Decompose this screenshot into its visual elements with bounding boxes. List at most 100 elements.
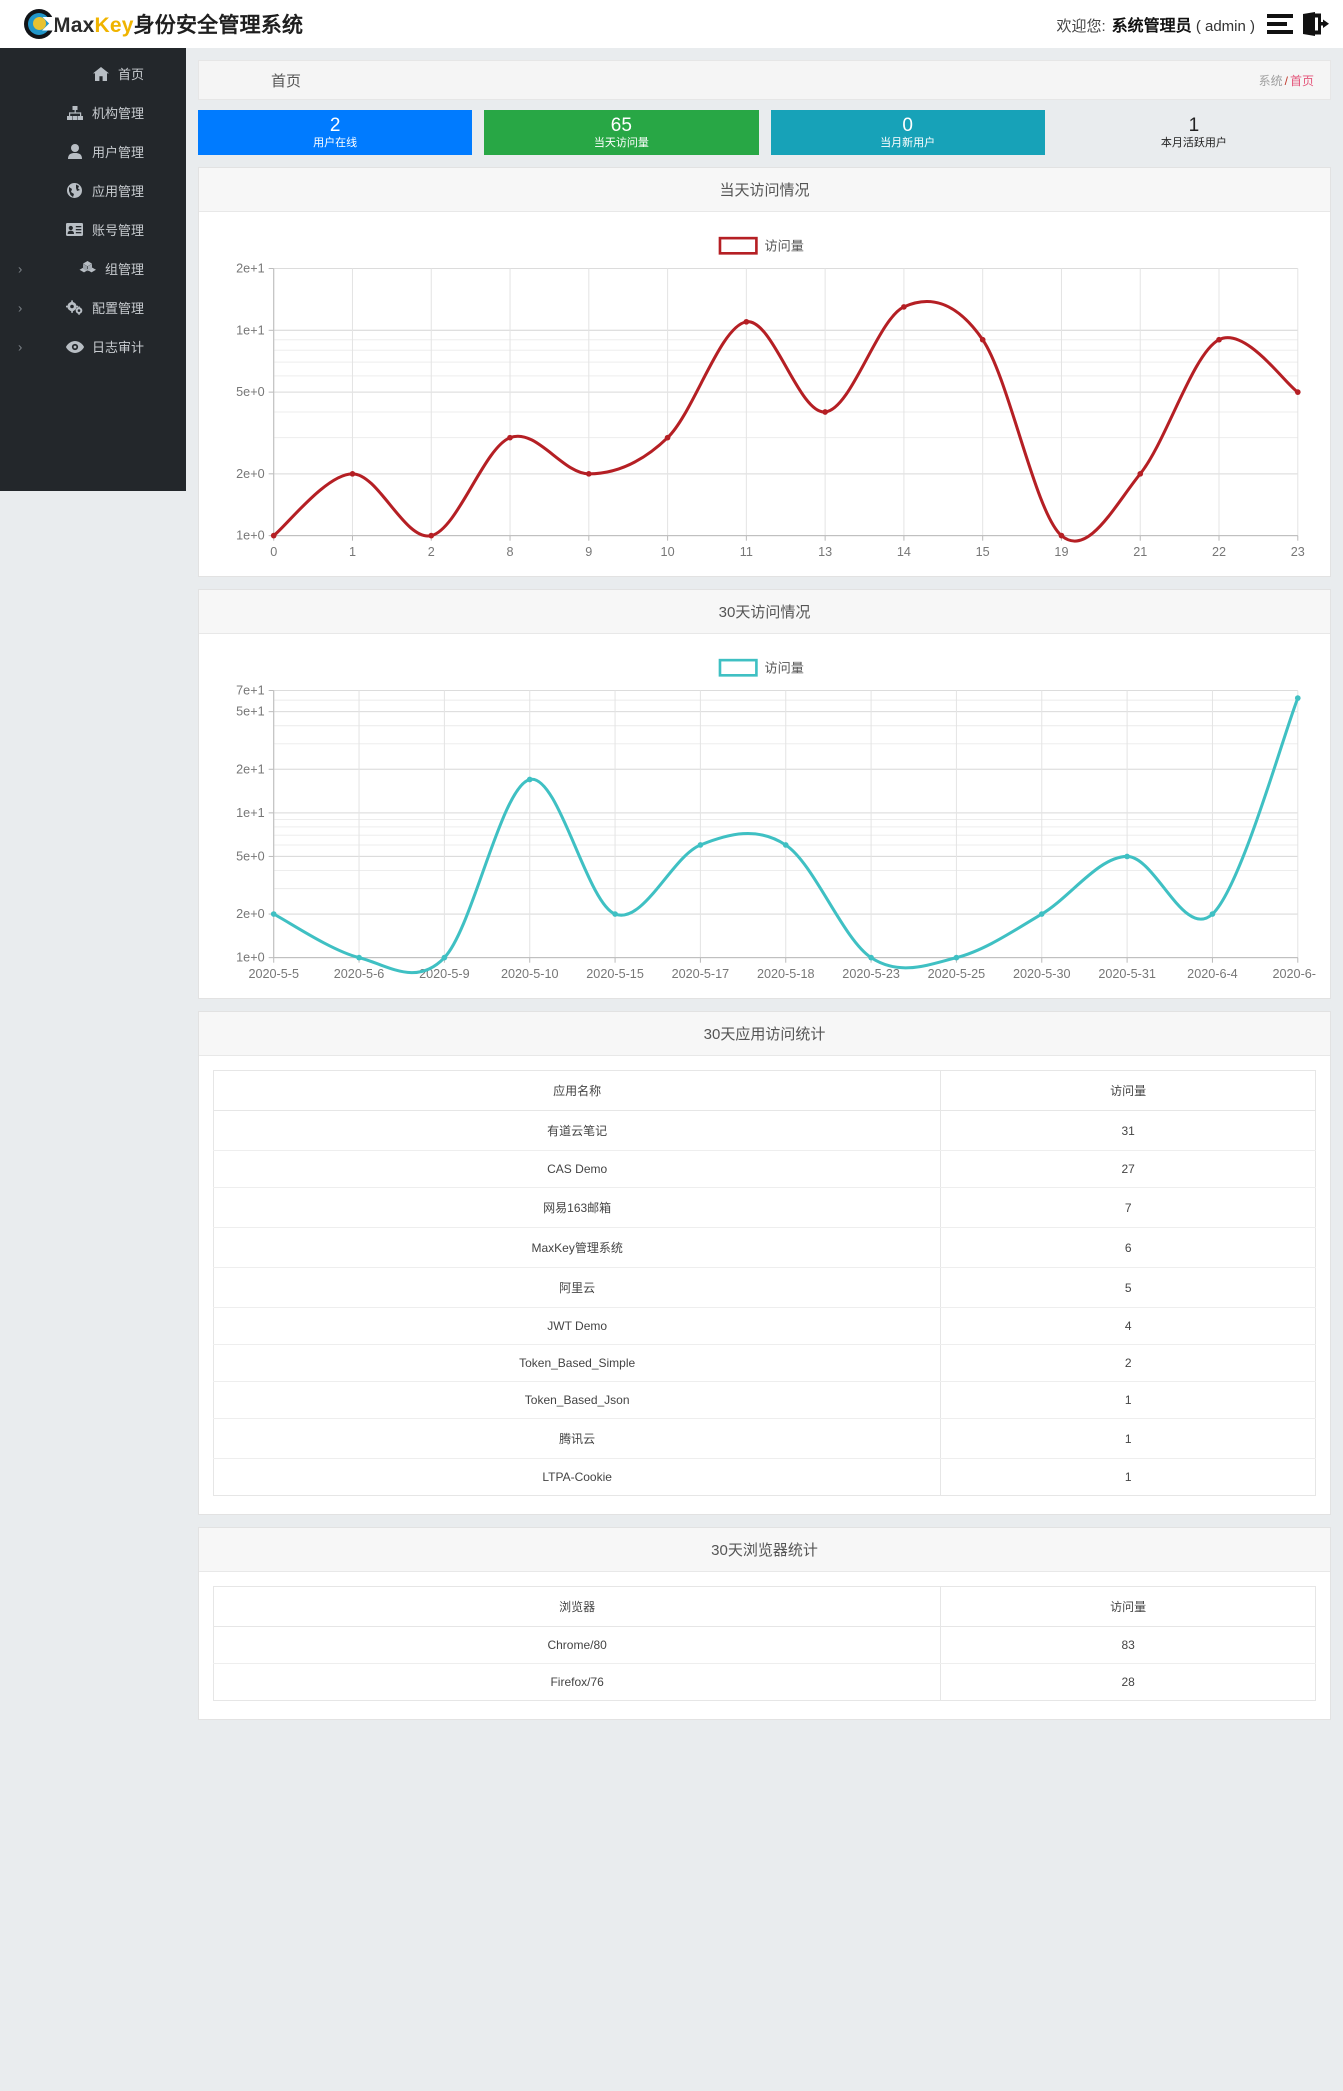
sidebar-item-label: 日志审计 bbox=[91, 340, 144, 355]
cell-name: MaxKey管理系统 bbox=[213, 1227, 942, 1269]
eye-icon bbox=[65, 339, 84, 355]
sidebar-item-group[interactable]: › 组管理 bbox=[0, 249, 186, 288]
cell-value: 6 bbox=[940, 1227, 1316, 1269]
table-row: 网易163邮箱 7 bbox=[213, 1187, 1316, 1229]
svg-text:10: 10 bbox=[661, 545, 675, 559]
svg-text:7e+1: 7e+1 bbox=[236, 684, 264, 698]
panel-today-visits: 当天访问情况 访问量 1e+0 2e+0 5e+0 1e+1 2e+1 0 1 2 8 9 10 11 1… bbox=[198, 167, 1331, 578]
svg-text:2020-5-18: 2020-5-18 bbox=[757, 967, 815, 981]
cell-name: 有道云笔记 bbox=[213, 1110, 942, 1152]
stat-card-new-users-month[interactable]: 0 当月新用户 bbox=[770, 110, 1045, 155]
stat-card-row: 2 用户在线 65 当天访问量 0 当月新用户 1 本月活跃用户 bbox=[198, 110, 1331, 155]
sidebar-item-app[interactable]: 应用管理 bbox=[0, 171, 186, 210]
user-id: ( admin ) bbox=[1195, 17, 1255, 35]
panel-30day-visits: 30天访问情况 访问量 1e+0 2e+0 5e+0 1e+1 2e+1 5e+1 7e+1 2… bbox=[198, 589, 1331, 1000]
svg-text:22: 22 bbox=[1212, 545, 1226, 559]
sitemap-icon bbox=[66, 105, 84, 121]
cell-value: 1 bbox=[940, 1381, 1316, 1420]
chart-30day-visits-svg: 访问量 1e+0 2e+0 5e+0 1e+1 2e+1 5e+1 7e+1 2020-5-5 2… bbox=[236, 658, 1316, 981]
cell-value: 5 bbox=[940, 1267, 1316, 1309]
panel-browser-stats: 30天浏览器统计 浏览器 访问量 Chrome/80 83 Firefox/76 28 bbox=[198, 1527, 1331, 1721]
brand-text: MaxKey身份安全管理系统 bbox=[53, 9, 303, 39]
svg-text:访问量: 访问量 bbox=[765, 238, 804, 253]
column-header-browser: 浏览器 bbox=[213, 1586, 942, 1628]
svg-text:2: 2 bbox=[428, 545, 435, 559]
logout-icon[interactable] bbox=[1301, 11, 1329, 36]
svg-text:2020-5-23: 2020-5-23 bbox=[842, 967, 900, 981]
svg-text:2020-6-4: 2020-6-4 bbox=[1187, 967, 1238, 981]
maxkey-logo-icon bbox=[24, 8, 55, 39]
cell-value: 27 bbox=[940, 1150, 1316, 1189]
column-header-visits: 访问量 bbox=[940, 1586, 1316, 1628]
sidebar-item-org[interactable]: 机构管理 bbox=[0, 93, 186, 132]
svg-text:5e+1: 5e+1 bbox=[236, 705, 264, 719]
sidebar-item-label: 组管理 bbox=[104, 262, 144, 277]
user-icon bbox=[66, 144, 84, 160]
svg-text:1e+0: 1e+0 bbox=[236, 951, 264, 965]
stat-caption: 本月活跃用户 bbox=[1160, 136, 1227, 149]
svg-text:2e+0: 2e+0 bbox=[236, 907, 264, 921]
svg-text:1e+0: 1e+0 bbox=[236, 529, 264, 543]
svg-text:2e+1: 2e+1 bbox=[236, 762, 264, 776]
column-header-app-name: 应用名称 bbox=[213, 1070, 942, 1112]
brand[interactable]: MaxKey身份安全管理系统 bbox=[24, 8, 303, 39]
cell-name: LTPA-Cookie bbox=[213, 1458, 942, 1496]
breadcrumb-root[interactable]: 系统 bbox=[1258, 73, 1283, 88]
svg-text:9: 9 bbox=[585, 545, 592, 559]
chart-30day-visits[interactable]: 访问量 1e+0 2e+0 5e+0 1e+1 2e+1 5e+1 7e+1 2020-5-5 2… bbox=[213, 648, 1316, 992]
cell-name: 网易163邮箱 bbox=[213, 1187, 942, 1229]
column-header-visits: 访问量 bbox=[940, 1070, 1316, 1112]
chevron-right-icon: › bbox=[18, 339, 23, 354]
stat-value: 65 bbox=[610, 114, 632, 136]
cell-value: 7 bbox=[940, 1187, 1316, 1229]
sidebar-item-config[interactable]: › 配置管理 bbox=[0, 288, 186, 327]
svg-text:5e+0: 5e+0 bbox=[236, 385, 264, 399]
top-bar: MaxKey身份安全管理系统 欢迎您: 系统管理员 ( admin ) bbox=[0, 0, 1343, 48]
stat-card-today-visits[interactable]: 65 当天访问量 bbox=[484, 110, 759, 155]
table-row: 有道云笔记 31 bbox=[213, 1110, 1316, 1152]
stat-caption: 当天访问量 bbox=[593, 136, 649, 149]
sidebar-item-label: 应用管理 bbox=[91, 184, 144, 199]
brand-key: Key bbox=[94, 13, 134, 37]
stat-card-online-users[interactable]: 2 用户在线 bbox=[198, 110, 473, 155]
sidebar-item-home[interactable]: 首页 bbox=[0, 54, 186, 93]
svg-text:1e+1: 1e+1 bbox=[236, 323, 264, 337]
panel-app-stats: 30天应用访问统计 应用名称 访问量 有道云笔记 31 CAS Demo 27 网易16… bbox=[198, 1011, 1331, 1516]
table-head: 应用名称 访问量 bbox=[213, 1070, 1316, 1112]
cell-name: Token_Based_Json bbox=[213, 1381, 942, 1420]
table-row: LTPA-Cookie 1 bbox=[213, 1458, 1316, 1496]
svg-text:2020-5-10: 2020-5-10 bbox=[501, 967, 559, 981]
cell-value: 1 bbox=[940, 1418, 1316, 1460]
chart-today-visits[interactable]: 访问量 1e+0 2e+0 5e+0 1e+1 2e+1 0 1 2 8 9 10 11 13 14 15 19… bbox=[213, 226, 1316, 570]
home-icon bbox=[92, 66, 110, 82]
sidebar-item-user[interactable]: 用户管理 bbox=[0, 132, 186, 171]
panel-body: 访问量 1e+0 2e+0 5e+0 1e+1 2e+1 5e+1 7e+1 2020-5-5 2… bbox=[199, 634, 1330, 998]
svg-text:2020-5-25: 2020-5-25 bbox=[928, 967, 986, 981]
table-header-row: 应用名称 访问量 bbox=[213, 1070, 1316, 1112]
stat-card-active-users-month[interactable]: 1 本月活跃用户 bbox=[1057, 110, 1331, 155]
svg-text:8: 8 bbox=[507, 545, 514, 559]
table-body: 有道云笔记 31 CAS Demo 27 网易163邮箱 7 MaxKey管理系统 6 阿里云 5… bbox=[213, 1110, 1316, 1496]
svg-text:2020-5-5: 2020-5-5 bbox=[248, 967, 299, 981]
cell-value: 1 bbox=[1124, 1470, 1132, 1485]
sidebar-item-account[interactable]: 账号管理 bbox=[0, 210, 186, 249]
chevron-right-icon: › bbox=[18, 300, 23, 315]
breadcrumb-separator: / bbox=[1284, 73, 1288, 88]
svg-text:11: 11 bbox=[740, 545, 753, 559]
svg-text:2020-5-9: 2020-5-9 bbox=[419, 967, 470, 981]
svg-text:0: 0 bbox=[270, 545, 277, 559]
cell-name: Firefox/76 bbox=[213, 1663, 942, 1701]
cogs-icon bbox=[66, 300, 84, 316]
chart-today-visits-svg: 访问量 1e+0 2e+0 5e+0 1e+1 2e+1 0 1 2 8 9 10 11 13 14 15 19… bbox=[236, 236, 1305, 559]
main-content: 首页 系统 / 首页 2 用户在线 65 当天访问量 0 当月新用户 1 本月活跃用… bbox=[186, 48, 1343, 2091]
table-header-row: 浏览器 访问量 bbox=[213, 1586, 1316, 1628]
cubes-icon bbox=[79, 261, 97, 277]
svg-text:2020-5-31: 2020-5-31 bbox=[1098, 967, 1156, 981]
welcome-text: 欢迎您: 系统管理员 ( admin ) bbox=[1056, 12, 1255, 36]
user-name: 系统管理员 bbox=[1111, 17, 1192, 35]
top-bar-right: 欢迎您: 系统管理员 ( admin ) bbox=[1056, 11, 1329, 36]
sidebar: 首页 机构管理 bbox=[0, 48, 186, 491]
svg-text:2020-5-15: 2020-5-15 bbox=[586, 967, 644, 981]
sidebar-item-audit[interactable]: › 日志审计 bbox=[0, 327, 186, 366]
hamburger-icon[interactable] bbox=[1267, 13, 1293, 34]
